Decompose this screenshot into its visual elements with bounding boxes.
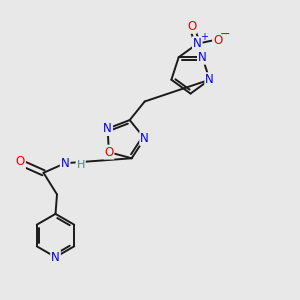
Text: H: H — [76, 160, 85, 170]
Text: N: N — [140, 132, 149, 145]
Text: N: N — [205, 73, 214, 86]
Text: N: N — [61, 157, 70, 170]
Text: N: N — [198, 51, 207, 64]
Text: O: O — [16, 155, 25, 168]
Text: N: N — [193, 37, 202, 50]
Text: −: − — [220, 28, 230, 41]
Text: N: N — [51, 250, 60, 264]
Text: N: N — [103, 122, 112, 135]
Text: O: O — [104, 146, 113, 159]
Text: +: + — [200, 32, 208, 42]
Text: O: O — [187, 20, 196, 33]
Text: O: O — [213, 34, 222, 46]
